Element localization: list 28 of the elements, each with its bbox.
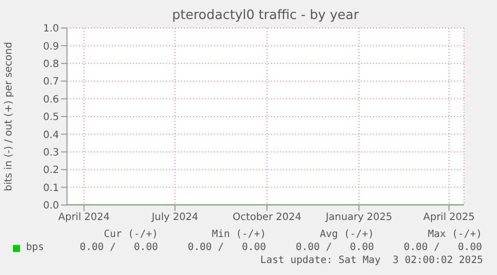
text: Last update: Sat May 3 02:00:02 2025 [259,255,484,267]
y-tick-label: 0.9 [43,41,59,52]
x-tick-label: October 2024 [232,212,302,224]
y-tick-label: 0.5 [43,112,59,124]
text: 0.00 / 0.00 [402,242,482,254]
y-tick-label: 0.7 [43,76,59,88]
text: 0.00 / 0.00 [186,242,266,254]
text: Avg (-/+) [318,229,374,241]
text: Cur (-/+) [102,229,158,241]
y-tick-label: 0.2 [43,165,59,176]
y-tick-label: 0.4 [43,130,59,141]
y-tick-label: 0.8 [43,58,59,70]
text: Max (-/+) [426,229,482,241]
x-tick-label: July 2024 [150,212,198,224]
x-tick-label: January 2025 [324,212,392,224]
y-axis-title: bits in (-) / out (+) per second [4,42,15,192]
y-tick-label: 1.0 [43,24,59,35]
text: 0.00 / 0.00 [294,242,374,254]
y-tick-label: 0.3 [43,147,59,158]
legend-label: bps [26,242,44,254]
y-tick-label: 0.6 [43,94,59,106]
y-tick-label: 0.0 [43,200,59,212]
x-tick-label: April 2025 [423,212,475,224]
y-tick-label: 0.1 [43,182,59,194]
x-tick-label: April 2024 [58,212,110,224]
chart-title: pterodactyl0 traffic - by year [171,8,360,23]
text: Min (-/+) [210,229,266,241]
text: 0.00 / 0.00 [78,242,158,254]
